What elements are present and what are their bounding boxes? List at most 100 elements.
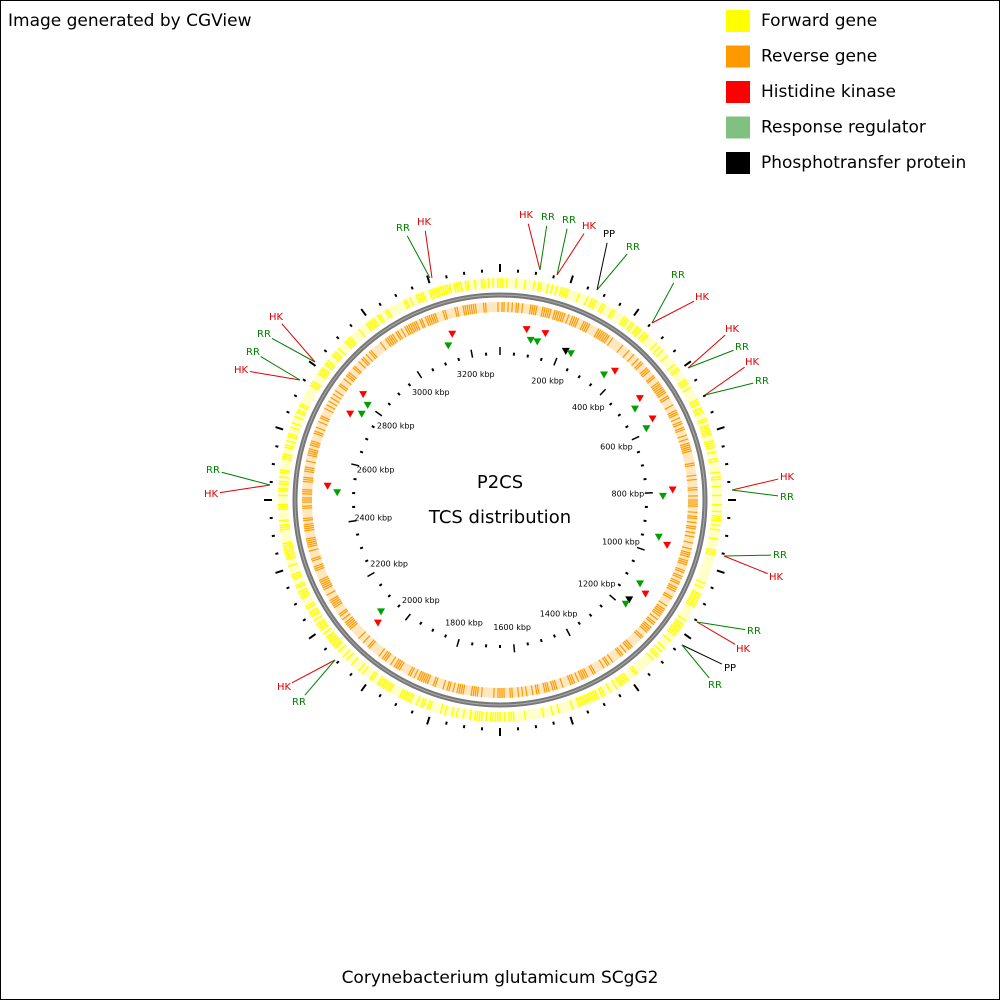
reverse-gene xyxy=(474,686,478,697)
reverse-gene xyxy=(448,681,452,692)
reverse-gene xyxy=(315,426,326,432)
reverse-gene xyxy=(598,331,605,341)
reverse-gene xyxy=(677,559,688,564)
forward-gene xyxy=(384,680,391,691)
ruler-tick xyxy=(588,613,593,617)
map-title: P2CS xyxy=(477,472,523,493)
feature-line xyxy=(651,282,675,324)
forward-gene xyxy=(450,706,455,717)
reverse-gene xyxy=(675,428,686,434)
forward-gene xyxy=(292,575,303,581)
reverse-gene xyxy=(685,530,696,534)
forward-gene xyxy=(701,430,712,436)
forward-gene xyxy=(279,476,290,479)
reverse-gene xyxy=(635,629,644,638)
ruler-tick xyxy=(367,571,375,578)
reverse-gene xyxy=(307,542,318,546)
reverse-gene xyxy=(684,534,695,538)
reverse-gene xyxy=(680,446,691,451)
feature-label: RR xyxy=(708,680,722,691)
forward-gene xyxy=(699,426,710,431)
forward-gene xyxy=(599,686,606,697)
reverse-gene xyxy=(330,596,340,604)
outer-tick xyxy=(552,275,555,279)
reverse-gene xyxy=(662,593,672,600)
reverse-gene xyxy=(570,673,576,684)
feature-marker xyxy=(448,330,457,338)
reverse-gene xyxy=(389,656,397,666)
forward-gene xyxy=(583,694,589,705)
forward-gene xyxy=(562,287,568,298)
reverse-gene xyxy=(305,460,316,464)
reverse-gene xyxy=(641,622,651,630)
forward-gene xyxy=(291,573,302,579)
reverse-gene xyxy=(434,312,439,323)
forward-gene xyxy=(706,450,717,455)
forward-gene xyxy=(702,432,713,438)
forward-gene xyxy=(287,432,298,438)
reverse-gene xyxy=(395,331,402,341)
reverse-gene xyxy=(313,563,324,568)
forward-gene xyxy=(300,593,311,600)
ruler-tick xyxy=(431,367,435,372)
reverse-gene xyxy=(330,396,340,404)
forward-gene xyxy=(367,321,375,331)
outer-tick xyxy=(618,302,622,307)
forward-gene xyxy=(430,288,436,299)
reverse-gene xyxy=(521,686,524,697)
reverse-gene xyxy=(413,321,419,332)
reverse-gene xyxy=(572,317,578,327)
feature-line xyxy=(681,644,723,665)
reverse-gene xyxy=(686,478,697,481)
forward-gene xyxy=(298,589,309,596)
reverse-gene xyxy=(680,444,691,449)
forward-gene xyxy=(629,667,637,676)
backbone-inner xyxy=(294,294,706,706)
feature-label: RR xyxy=(780,492,794,503)
feature-marker xyxy=(526,336,535,344)
reverse-gene xyxy=(515,302,518,313)
reverse-gene xyxy=(308,448,319,452)
reverse-gene xyxy=(460,684,464,695)
forward-gene xyxy=(671,624,681,632)
forward-gene xyxy=(696,417,707,423)
forward-gene xyxy=(453,282,457,293)
forward-gene xyxy=(285,439,297,444)
reverse-gene xyxy=(348,371,357,380)
ruler-tick xyxy=(387,594,392,598)
reverse-gene xyxy=(553,310,558,321)
reverse-gene xyxy=(318,575,329,582)
reverse-gene xyxy=(310,555,321,560)
reverse-gene xyxy=(631,358,639,367)
feature-label: RR xyxy=(292,697,306,708)
outer-tick xyxy=(360,308,367,317)
reverse-gene xyxy=(544,307,548,318)
forward-gene xyxy=(337,644,346,653)
ruler-tick xyxy=(599,604,603,608)
ruler-tick xyxy=(553,357,558,366)
forward-gene xyxy=(569,699,574,710)
forward-gene xyxy=(342,649,351,658)
reverse-gene xyxy=(663,591,673,598)
forward-gene xyxy=(378,313,386,323)
forward-gene xyxy=(415,696,421,706)
feature-marker xyxy=(363,401,372,409)
forward-gene xyxy=(308,607,318,614)
reverse-gene xyxy=(517,687,520,698)
reverse-gene xyxy=(362,635,371,644)
reverse-gene xyxy=(654,386,663,394)
feature-line xyxy=(723,555,768,575)
ruler-label: 1800 kbp xyxy=(445,618,483,627)
reverse-gene xyxy=(345,374,355,383)
reverse-gene xyxy=(540,306,544,317)
forward-gene xyxy=(322,627,332,635)
reverse-gene xyxy=(319,577,330,583)
reverse-gene xyxy=(426,315,432,326)
reverse-gene xyxy=(616,646,624,656)
forward-gene xyxy=(299,402,310,409)
ruler-label: 1200 kbp xyxy=(578,579,616,588)
reverse-gene xyxy=(655,605,665,612)
forward-gene xyxy=(284,444,295,449)
feature-marker xyxy=(641,590,650,598)
